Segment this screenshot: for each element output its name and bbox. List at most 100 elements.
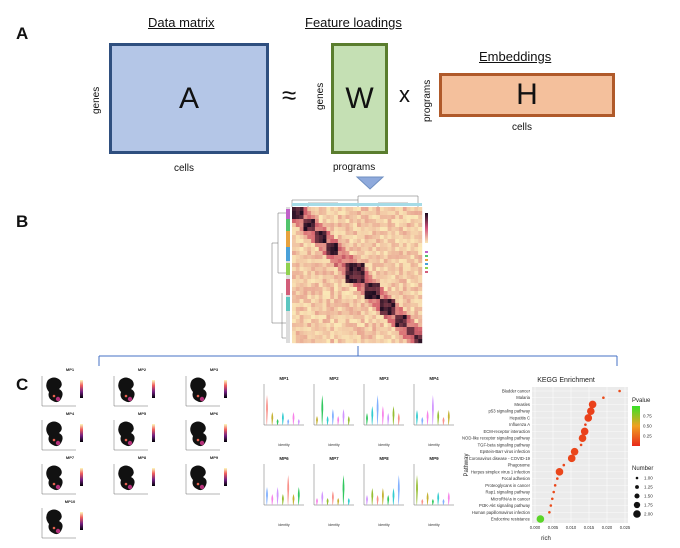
heatmap-cell (303, 259, 308, 264)
heatmap-cell (345, 315, 350, 320)
heatmap-cell (418, 331, 423, 336)
heatmap-cell (318, 251, 323, 256)
heatmap-cell (345, 219, 350, 224)
heatmap-cell (314, 211, 319, 216)
heatmap-cell (395, 243, 400, 248)
heatmap-cell (330, 227, 335, 232)
heatmap-cell (337, 215, 342, 220)
heatmap-cell (402, 223, 407, 228)
heatmap-cell (353, 279, 358, 284)
heatmap-cell (345, 339, 350, 344)
heatmap-cell (353, 247, 358, 252)
heatmap-cell (303, 231, 308, 236)
heatmap-cell (395, 267, 400, 272)
umap-highlight (55, 440, 61, 446)
heatmap-cell (314, 303, 319, 308)
heatmap-cell (395, 215, 400, 220)
heatmap-cell (330, 267, 335, 272)
violin-shape (397, 413, 400, 425)
heatmap-cell (341, 303, 346, 308)
heatmap-cell (311, 255, 316, 260)
heatmap-cell (334, 323, 339, 328)
heatmap-cell (303, 207, 308, 212)
heatmap-cell (349, 299, 354, 304)
heatmap-cell (314, 295, 319, 300)
heatmap-cell (376, 323, 381, 328)
heatmap-cell (376, 319, 381, 324)
heatmap-cell (406, 307, 411, 312)
heatmap-cell (372, 303, 377, 308)
heatmap-cell (383, 307, 388, 312)
heatmap-cell (295, 311, 300, 316)
heatmap-cell (292, 271, 297, 276)
heatmap-cell (368, 275, 373, 280)
heatmap-cell (295, 267, 300, 272)
heatmap-cell (376, 311, 381, 316)
heatmap-cell (399, 259, 404, 264)
heatmap-cell (383, 315, 388, 320)
heatmap-cell (334, 271, 339, 276)
heatmap-cell (337, 303, 342, 308)
heatmap-cell (330, 259, 335, 264)
heatmap-cell (307, 263, 312, 268)
heatmap-cell (307, 323, 312, 328)
heatmap-cell (353, 311, 358, 316)
heatmap-cell (368, 299, 373, 304)
heatmap-cell (303, 239, 308, 244)
heatmap-cell (391, 303, 396, 308)
matrix-h-box: H (439, 73, 615, 117)
heatmap-cell (372, 299, 377, 304)
heatmap-cell (402, 275, 407, 280)
heatmap-cell (337, 247, 342, 252)
heatmap-cell (311, 215, 316, 220)
heatmap-cell (399, 275, 404, 280)
heatmap-cell (399, 219, 404, 224)
heatmap-cell (322, 303, 327, 308)
heatmap-cell (379, 279, 384, 284)
heatmap-cell (368, 239, 373, 244)
heatmap-cell (402, 287, 407, 292)
heatmap-cell (295, 315, 300, 320)
heatmap-cell (368, 235, 373, 240)
umap-highlight (124, 394, 128, 398)
heatmap-cell (318, 283, 323, 288)
heatmap-cell (372, 231, 377, 236)
umap-panel: MP2 (113, 367, 155, 407)
heatmap-cell (292, 227, 297, 232)
heatmap-cell (330, 307, 335, 312)
heatmap-cell (399, 215, 404, 220)
heatmap-cell (345, 239, 350, 244)
pathway-label: p53 signaling pathway (489, 409, 531, 414)
heatmap-cell (360, 295, 365, 300)
violin-panel-title: MP7 (329, 456, 339, 461)
heatmap-cell (337, 295, 342, 300)
heatmap-cell (314, 283, 319, 288)
heatmap-cell (318, 239, 323, 244)
heatmap-cell (410, 255, 415, 260)
heatmap-cell (322, 275, 327, 280)
number-legend-label: 1.50 (644, 494, 653, 499)
heatmap-cell (406, 223, 411, 228)
heatmap-cell (379, 339, 384, 344)
heatmap-cell (368, 207, 373, 212)
heatmap-cell (387, 315, 392, 320)
pvalue-tick-label: 0.50 (643, 424, 652, 429)
heatmap-cell (399, 335, 404, 340)
heatmap-cell (414, 227, 419, 232)
heatmap-cell (364, 311, 369, 316)
heatmap-cell (399, 231, 404, 236)
violin-shape (392, 488, 395, 505)
heatmap-cell (334, 299, 339, 304)
heatmap-cell (334, 259, 339, 264)
violin-shape (416, 475, 418, 505)
heatmap-cell (337, 335, 342, 340)
heatmap-cell (318, 235, 323, 240)
heatmap-cell (364, 315, 369, 320)
heatmap-cell (345, 231, 350, 236)
heatmap-cell (383, 275, 388, 280)
heatmap-cell (303, 251, 308, 256)
heatmap-cell (399, 247, 404, 252)
heatmap-cell (341, 271, 346, 276)
heatmap-cell (326, 303, 331, 308)
enrichment-point (555, 468, 564, 476)
